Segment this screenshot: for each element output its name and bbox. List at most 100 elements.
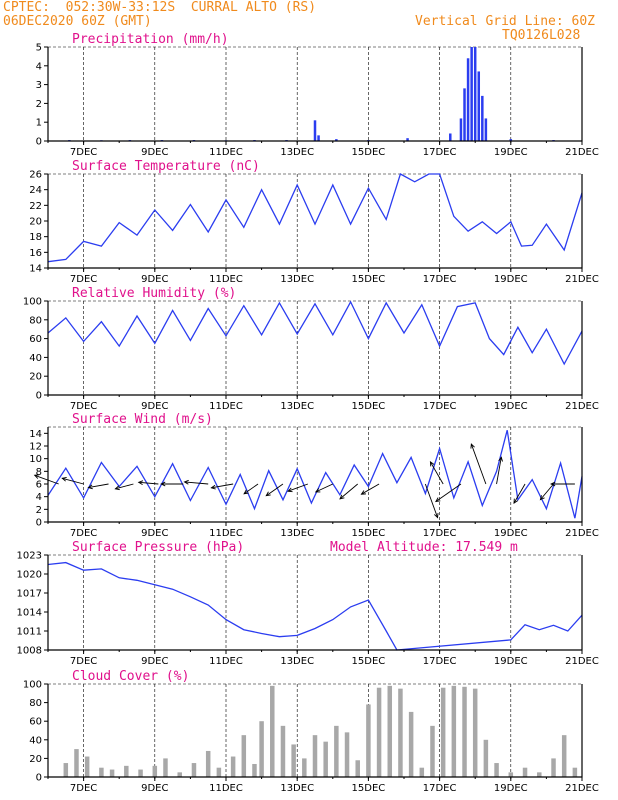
cloud-cover-x-tick-label: 13DEC bbox=[280, 783, 314, 794]
precipitation-x-tick-label: 9DEC bbox=[141, 147, 168, 158]
precipitation-x-tick-label: 13DEC bbox=[280, 147, 314, 158]
wind-vector-head bbox=[287, 487, 293, 493]
cloud-cover-bar bbox=[366, 704, 371, 777]
precipitation-title: Precipitation (mm/h) bbox=[72, 32, 229, 47]
precipitation-frame bbox=[47, 47, 583, 142]
wind-x-tick-label: 11DEC bbox=[209, 528, 243, 539]
pressure-series-line bbox=[47, 561, 583, 651]
wind-vector-head bbox=[339, 494, 345, 500]
humidity-x-tick-label: 17DEC bbox=[423, 401, 457, 412]
cloud-cover-bar bbox=[451, 685, 457, 777]
precipitation-bar bbox=[335, 139, 338, 141]
cloud-cover-bar bbox=[163, 758, 168, 777]
wind-vector-head bbox=[114, 485, 120, 491]
wind-vector-head bbox=[498, 456, 503, 462]
wind-x-tick-label: 9DEC bbox=[141, 528, 168, 539]
precipitation-bar bbox=[473, 47, 477, 141]
wind-vector bbox=[62, 477, 84, 485]
temperature-x-tick-label: 21DEC bbox=[565, 274, 599, 285]
temperature-x-tick-label: 9DEC bbox=[141, 274, 168, 285]
cloud-cover-x-tick-label: 19DEC bbox=[494, 783, 528, 794]
cloud-cover-bar bbox=[551, 758, 556, 777]
precipitation-y-tick-label: 3 bbox=[36, 80, 42, 91]
cloud-cover-bar bbox=[280, 725, 286, 777]
wind-vector bbox=[115, 483, 134, 490]
pressure-x-tick-label: 17DEC bbox=[423, 656, 457, 667]
wind-y-tick-label: 14 bbox=[29, 429, 42, 440]
pressure-x-tick-label: 7DEC bbox=[70, 656, 97, 667]
humidity-series-line bbox=[47, 300, 583, 366]
wind-vector-head bbox=[513, 498, 518, 505]
precipitation-y-tick-label: 0 bbox=[36, 137, 42, 148]
temperature-x-tick-label: 15DEC bbox=[352, 274, 386, 285]
cloud-cover-bar bbox=[291, 744, 296, 777]
cloud-cover-bar bbox=[138, 769, 143, 777]
cloud-cover-x-tick-label: 7DEC bbox=[70, 783, 97, 794]
humidity-y-tick-label: 80 bbox=[29, 315, 42, 326]
humidity-x-tick-label: 13DEC bbox=[280, 401, 314, 412]
cloud-cover-bar bbox=[252, 763, 257, 777]
pressure-annotation: Model Altitude: 17.549 m bbox=[330, 540, 518, 555]
cloud-cover-bar bbox=[561, 735, 567, 777]
cloud-cover-bar bbox=[216, 767, 222, 777]
humidity-x-tick-label: 9DEC bbox=[141, 401, 168, 412]
cloud-cover-bar bbox=[241, 735, 247, 777]
wind-y-tick-label: 8 bbox=[36, 467, 42, 478]
wind-vector bbox=[430, 461, 444, 485]
cloud-cover-bar bbox=[312, 735, 318, 777]
cloud-cover-bar bbox=[430, 725, 435, 777]
cloud-cover-bar bbox=[323, 741, 328, 777]
cloud-cover-y-tick-label: 80 bbox=[29, 698, 42, 709]
cloud-cover-y-tick-label: 0 bbox=[36, 773, 42, 784]
wind-vector bbox=[496, 457, 502, 485]
humidity-x-tick-label: 7DEC bbox=[70, 401, 97, 412]
precipitation-y-tick-label: 5 bbox=[36, 43, 42, 54]
pressure-y-tick-label: 1008 bbox=[17, 646, 42, 657]
temperature-y-tick-label: 16 bbox=[29, 248, 42, 259]
wind-vector bbox=[315, 483, 333, 493]
wind-vector bbox=[243, 483, 259, 495]
pressure-y-tick-label: 1020 bbox=[17, 570, 42, 581]
pressure-title: Surface Pressure (hPa) bbox=[72, 540, 244, 555]
cloud-cover-x-tick-label: 9DEC bbox=[141, 783, 168, 794]
vertical-grid-note: Vertical Grid Line: 60Z bbox=[415, 14, 596, 29]
precipitation-bar bbox=[466, 58, 470, 141]
cloud-cover-bar bbox=[124, 765, 129, 777]
precipitation-bar bbox=[463, 88, 466, 141]
wind-x-tick-label: 19DEC bbox=[494, 528, 528, 539]
cloud-cover-bar bbox=[334, 725, 339, 777]
precipitation-bar bbox=[449, 133, 452, 141]
wind-vector bbox=[265, 483, 284, 497]
precipitation-y-tick-label: 2 bbox=[36, 99, 42, 110]
wind-vector-head bbox=[160, 481, 166, 487]
wind-vector bbox=[513, 483, 526, 504]
temperature-y-tick-label: 14 bbox=[29, 264, 42, 275]
cloud-cover-bar bbox=[302, 758, 307, 777]
cloud-cover-x-tick-label: 15DEC bbox=[352, 783, 386, 794]
cloud-cover-bar bbox=[537, 772, 542, 777]
wind-vector-head bbox=[210, 484, 216, 490]
cloud-cover-y-tick-label: 100 bbox=[23, 680, 42, 691]
cloud-cover-bar bbox=[205, 750, 211, 777]
wind-vector bbox=[34, 474, 59, 485]
precipitation-x-tick-label: 7DEC bbox=[70, 147, 97, 158]
humidity-y-tick-label: 40 bbox=[29, 353, 42, 364]
precipitation-bar bbox=[481, 95, 484, 141]
pressure-x-tick-label: 19DEC bbox=[494, 656, 528, 667]
humidity-frame bbox=[47, 301, 583, 396]
pressure-x-tick-label: 11DEC bbox=[209, 656, 243, 667]
cloud-cover-y-tick-label: 20 bbox=[29, 754, 42, 765]
precipitation-bar bbox=[484, 118, 488, 141]
cloud-cover-bar bbox=[230, 756, 236, 777]
pressure-y-tick-label: 1014 bbox=[17, 608, 42, 619]
humidity-y-tick-label: 0 bbox=[36, 391, 42, 402]
temperature-title: Surface Temperature (nC) bbox=[72, 159, 260, 174]
run-date-header: 06DEC2020 60Z (GMT) bbox=[3, 14, 152, 29]
cloud-cover-bar bbox=[99, 767, 104, 777]
cloud-cover-title: Cloud Cover (%) bbox=[72, 669, 189, 684]
wind-series-line bbox=[47, 430, 583, 519]
temperature-y-tick-label: 24 bbox=[29, 185, 42, 196]
cloud-cover-bar bbox=[387, 685, 393, 777]
cloud-cover-x-tick-label: 21DEC bbox=[565, 783, 599, 794]
cloud-cover-bar bbox=[376, 687, 382, 777]
